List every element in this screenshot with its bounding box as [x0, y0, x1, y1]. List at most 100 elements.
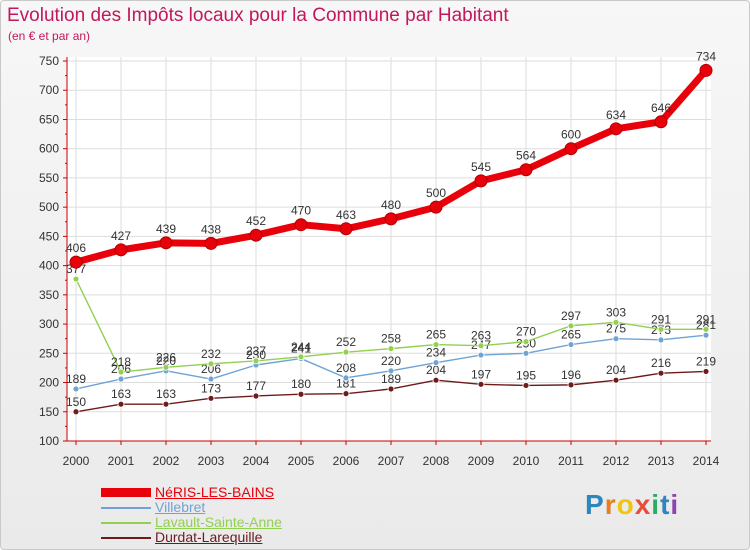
data-label: 500 — [426, 186, 446, 200]
data-label: 219 — [696, 354, 716, 368]
data-point — [567, 381, 575, 389]
data-label: 427 — [111, 229, 131, 243]
data-point — [384, 212, 398, 226]
y-tick-label: 200 — [39, 376, 59, 390]
legend-label: NéRIS-LES-BAINS — [155, 484, 275, 500]
data-label: 241 — [291, 342, 311, 356]
data-point — [522, 338, 530, 346]
legend-swatch — [101, 488, 151, 497]
data-label: 463 — [336, 208, 356, 222]
data-point — [432, 359, 440, 367]
data-point — [207, 360, 215, 368]
data-label: 291 — [651, 312, 671, 326]
data-point — [297, 390, 305, 398]
data-label: 150 — [66, 395, 86, 409]
legend-swatch — [101, 506, 151, 509]
data-point — [474, 174, 488, 188]
data-label: 297 — [561, 309, 581, 323]
data-label: 208 — [336, 361, 356, 375]
proxiti-logo: Proxiti — [585, 489, 679, 521]
data-label: 206 — [201, 362, 221, 376]
data-point — [564, 142, 578, 156]
data-label: 291 — [696, 312, 716, 326]
data-point — [429, 200, 443, 214]
data-label: 265 — [426, 328, 446, 342]
data-label: 232 — [201, 347, 221, 361]
data-label: 216 — [651, 356, 671, 370]
data-point — [114, 243, 128, 257]
data-point — [519, 163, 533, 177]
data-label: 244 — [291, 340, 311, 354]
data-point — [654, 115, 668, 129]
y-tick-label: 300 — [39, 317, 59, 331]
data-label: 303 — [606, 305, 626, 319]
data-point — [207, 394, 215, 402]
data-label: 438 — [201, 222, 221, 236]
data-point — [477, 380, 485, 388]
legend-item: Villebret — [101, 500, 282, 515]
data-point — [477, 342, 485, 350]
data-label: 226 — [156, 350, 176, 364]
data-point — [432, 341, 440, 348]
logo-letter: i — [651, 489, 661, 520]
data-point — [339, 222, 353, 236]
chart-title: Evolution des Impôts locaux pour la Comm… — [7, 5, 509, 26]
data-point — [72, 408, 80, 416]
y-tick-label: 650 — [39, 112, 59, 126]
data-point — [387, 345, 395, 353]
data-label: 634 — [606, 108, 626, 122]
y-tick-label: 450 — [39, 229, 59, 243]
data-label: 275 — [606, 322, 626, 336]
legend-swatch — [101, 536, 151, 539]
data-point — [342, 374, 350, 382]
x-tick-label: 2002 — [153, 454, 180, 468]
data-label: 646 — [651, 101, 671, 115]
data-point — [657, 336, 665, 344]
data-point — [609, 122, 623, 136]
data-label: 230 — [246, 348, 266, 362]
data-label: 204 — [606, 363, 626, 377]
chart-legend: NéRIS-LES-BAINS Villebret Lavault-Sainte-A… — [101, 485, 282, 545]
x-tick-label: 2014 — [693, 454, 720, 468]
y-tick-label: 550 — [39, 171, 59, 185]
data-point — [387, 367, 395, 375]
data-point — [612, 335, 620, 343]
legend-item: Lavault-Sainte-Anne — [101, 515, 282, 530]
data-point — [522, 382, 530, 389]
data-point — [252, 357, 260, 365]
data-point — [117, 368, 125, 376]
logo-letter: i — [670, 489, 680, 520]
data-label: 163 — [156, 387, 176, 401]
data-point — [72, 275, 80, 283]
data-point — [294, 218, 308, 232]
x-tick-label: 2008 — [423, 454, 450, 468]
data-point — [162, 400, 170, 408]
data-point — [69, 255, 83, 269]
data-point — [342, 390, 350, 398]
legend-label: Durdat-Larequille — [155, 529, 263, 545]
data-point — [342, 348, 350, 356]
logo-letter: t — [660, 489, 671, 520]
data-label: 177 — [246, 379, 266, 393]
y-tick-label: 500 — [39, 200, 59, 214]
chart-subtitle: (en € et par an) — [8, 29, 91, 43]
data-point — [477, 351, 485, 359]
data-label: 196 — [561, 368, 581, 382]
x-tick-label: 2004 — [243, 454, 270, 468]
y-tick-label: 600 — [39, 142, 59, 156]
data-point — [252, 392, 260, 400]
data-point — [72, 385, 80, 393]
data-label: 452 — [246, 214, 266, 228]
x-tick-label: 2001 — [108, 454, 135, 468]
data-label: 204 — [426, 363, 446, 377]
data-label: 173 — [201, 381, 221, 395]
legend-item: NéRIS-LES-BAINS — [101, 485, 282, 500]
x-tick-label: 2010 — [513, 454, 540, 468]
data-point — [117, 400, 125, 408]
data-label: 252 — [336, 335, 356, 349]
legend-swatch — [101, 521, 151, 524]
y-tick-label: 400 — [39, 259, 59, 273]
data-point — [702, 368, 710, 375]
